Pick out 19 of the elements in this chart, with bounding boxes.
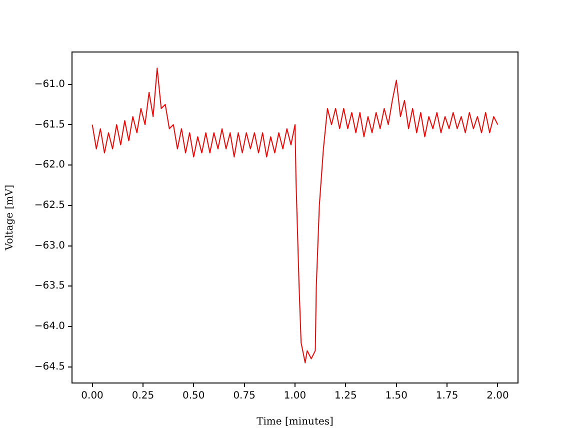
y-tick-label: −63.5 bbox=[34, 280, 65, 292]
y-tick-label: −63.0 bbox=[34, 240, 65, 252]
x-tick-label: 0.50 bbox=[182, 390, 205, 402]
x-tick-label: 0.00 bbox=[81, 390, 104, 402]
x-tick-label: 2.00 bbox=[486, 390, 509, 402]
x-tick-label: 1.50 bbox=[385, 390, 408, 402]
x-tick-label: 1.00 bbox=[284, 390, 306, 402]
y-tick-label: −64.0 bbox=[34, 321, 65, 332]
y-tick-label: −61.5 bbox=[34, 119, 65, 130]
y-tick-label: −61.0 bbox=[34, 78, 65, 90]
y-axis-title: Voltage [mV] bbox=[4, 184, 16, 252]
x-tick-label: 0.75 bbox=[233, 390, 256, 402]
y-tick-label: −62.5 bbox=[34, 200, 65, 211]
x-axis-title: Time [minutes] bbox=[256, 416, 334, 428]
x-tick-label: 0.25 bbox=[132, 390, 154, 402]
y-tick-label: −62.0 bbox=[34, 160, 65, 171]
x-tick-label: 1.75 bbox=[436, 390, 458, 402]
y-tick-label: −64.5 bbox=[34, 361, 65, 372]
x-tick-label: 1.25 bbox=[334, 390, 357, 402]
